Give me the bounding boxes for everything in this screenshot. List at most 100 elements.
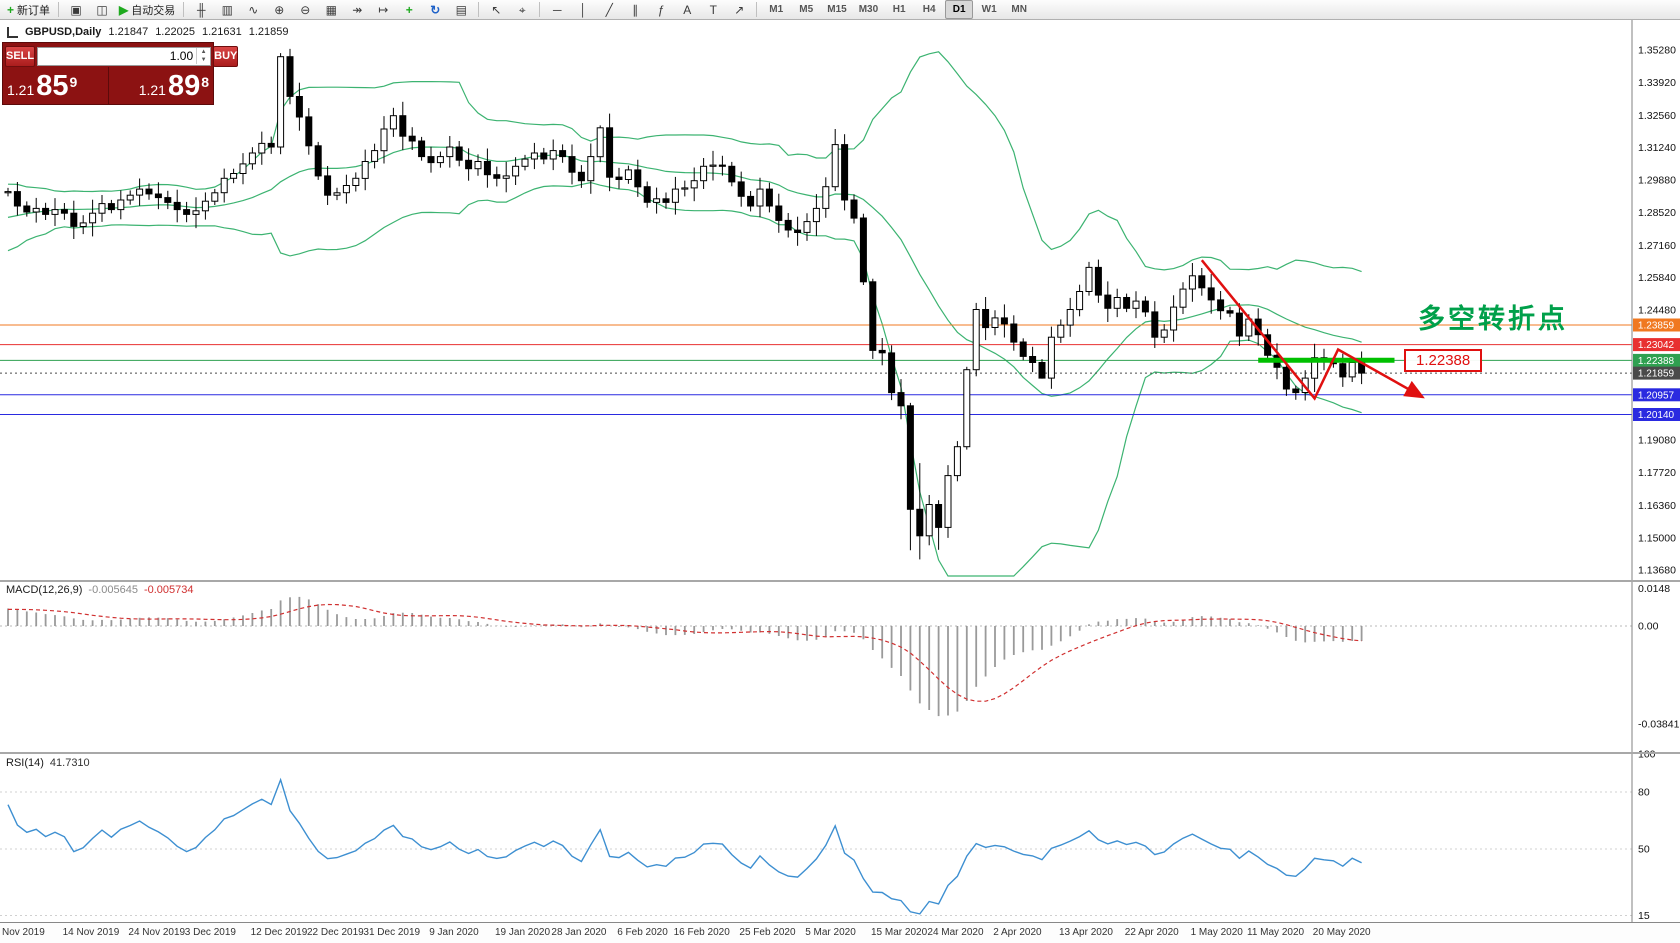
cursor-icon: ↖ [491,2,502,17]
toolbar-separator [756,2,758,17]
trendline-icon: ╱ [605,2,613,17]
turning-point-annotation[interactable]: 多空转折点 [1418,304,1568,334]
text-button[interactable]: A [675,0,699,19]
svg-text:1.15000: 1.15000 [1638,533,1676,545]
timeframe-d1-button[interactable]: D1 [945,0,974,19]
svg-text:1.23859: 1.23859 [1638,321,1675,332]
date-label: 14 Nov 2019 [62,927,120,938]
volume-up-button[interactable]: ▲ [200,49,207,55]
auto-scroll-button[interactable]: ↠ [345,0,369,19]
sell-price: 1.21 85 9 [3,67,108,104]
trend-arrow[interactable] [1200,259,1425,401]
rsi-line [7,777,1362,915]
buy-price-pip: 8 [201,74,209,90]
panel-splitter-macd[interactable] [0,580,1680,582]
templates-button[interactable]: ▤ [449,0,473,19]
timeframe-m30-button[interactable]: M30 [858,4,879,15]
label-icon: T [709,2,717,17]
svg-text:1.24480: 1.24480 [1638,305,1676,317]
svg-text:50: 50 [1638,844,1650,856]
trendline-button[interactable]: ╱ [597,0,621,19]
sell-price-prefix: 1.21 [7,82,35,98]
arrows-button[interactable]: ↗ [727,0,751,19]
horizontal-line-button[interactable]: ─ [545,0,569,19]
macd-signal-line [8,603,1362,702]
zoom-out-button[interactable]: ⊖ [293,0,317,19]
volume-control: ▲ ▼ [37,46,212,66]
svg-text:0.00: 0.00 [1638,621,1659,633]
volume-down-button[interactable]: ▼ [200,57,207,63]
indicators-button[interactable]: + [397,0,421,19]
date-label: 24 Mar 2020 [927,927,984,938]
indicators-icon: + [405,2,413,17]
candle-chart-button[interactable]: ▥ [215,0,239,19]
auto-scroll-icon: ↠ [352,2,363,17]
svg-text:1.35280: 1.35280 [1638,45,1676,57]
rsi-axis: 100 80 50 15 [1638,749,1656,923]
date-label: 16 Feb 2020 [673,927,730,938]
date-label: 9 Jan 2020 [429,927,479,938]
zoom-in-button[interactable]: ⊕ [267,0,291,19]
profile-button[interactable]: ◫ [90,0,114,19]
charts-grid-icon: ▣ [70,2,82,17]
buy-button[interactable]: BUY [213,45,239,67]
date-label: 1 May 2020 [1190,927,1243,938]
date-label: 11 May 2020 [1247,927,1305,938]
date-label: 22 Apr 2020 [1124,927,1179,938]
line-chart-button[interactable]: ∿ [241,0,265,19]
buy-price-prefix: 1.21 [138,82,166,98]
svg-text:1.33920: 1.33920 [1638,77,1676,89]
bollinger-bands [7,51,1362,577]
sell-button[interactable]: SELL [5,45,36,67]
channel-button[interactable]: ∥ [623,0,647,19]
vertical-line-icon: │ [579,2,588,17]
candle-chart-icon: ▥ [221,2,233,17]
svg-text:1.23042: 1.23042 [1638,340,1675,351]
autotrading-button[interactable]: ▶ 自动交易 [116,0,178,19]
timeframe-w1-button[interactable]: W1 [981,4,997,15]
svg-text:1.27160: 1.27160 [1638,240,1676,252]
date-label: 15 Mar 2020 [871,927,928,938]
sell-price-big: 85 [36,70,69,102]
date-label: 22 Dec 2019 [307,927,364,938]
svg-text:80: 80 [1638,787,1650,799]
date-label: 20 May 2020 [1312,927,1371,938]
svg-text:100: 100 [1638,749,1656,761]
new-order-button[interactable]: + 新订单 [4,0,53,19]
volume-stepper: ▲ ▼ [196,48,210,64]
toolbar-separator [58,2,60,17]
quote-low: 1.21631 [201,26,242,38]
channel-icon: ∥ [632,2,639,17]
crosshair-button[interactable]: ⌖ [510,0,534,19]
macd-axis: 0.0148 0.00 -0.038415 [1638,583,1680,731]
label-button[interactable]: T [701,0,725,19]
horizontal-levels[interactable] [0,324,1632,415]
price-level-flag[interactable]: 1.22388 [1404,349,1483,372]
charts-grid-button[interactable]: ▣ [64,0,88,19]
timeframe-h1-button[interactable]: H1 [892,4,906,15]
timeframe-m5-button[interactable]: M5 [799,4,814,15]
volume-input[interactable] [38,49,197,63]
macd-histogram [7,596,1363,717]
cursor-button[interactable]: ↖ [484,0,508,19]
panel-splitter-rsi[interactable] [0,752,1680,754]
refresh-button[interactable]: ↻ [423,0,447,19]
bar-chart-icon: ╫ [196,2,206,17]
chart-shift-button[interactable]: ↦ [371,0,395,19]
vertical-line-button[interactable]: │ [571,0,595,19]
fibonacci-button[interactable]: ƒ [649,0,673,19]
price-divider [107,67,109,104]
bar-chart-button[interactable]: ╫ [189,0,213,19]
timeframe-mn-button[interactable]: MN [1011,4,1027,15]
profile-icon: ◫ [96,2,108,17]
timeframe-m1-button[interactable]: M1 [769,4,784,15]
timeframe-m15-button[interactable]: M15 [827,4,847,15]
svg-text:-0.038415: -0.038415 [1638,719,1680,731]
buy-price-big: 89 [167,70,201,102]
tile-windows-button[interactable]: ▦ [319,0,343,19]
date-label: 3 Dec 2019 [184,927,236,938]
timeframe-h4-button[interactable]: H4 [922,4,936,15]
autotrading-icon: ▶ [119,2,129,17]
